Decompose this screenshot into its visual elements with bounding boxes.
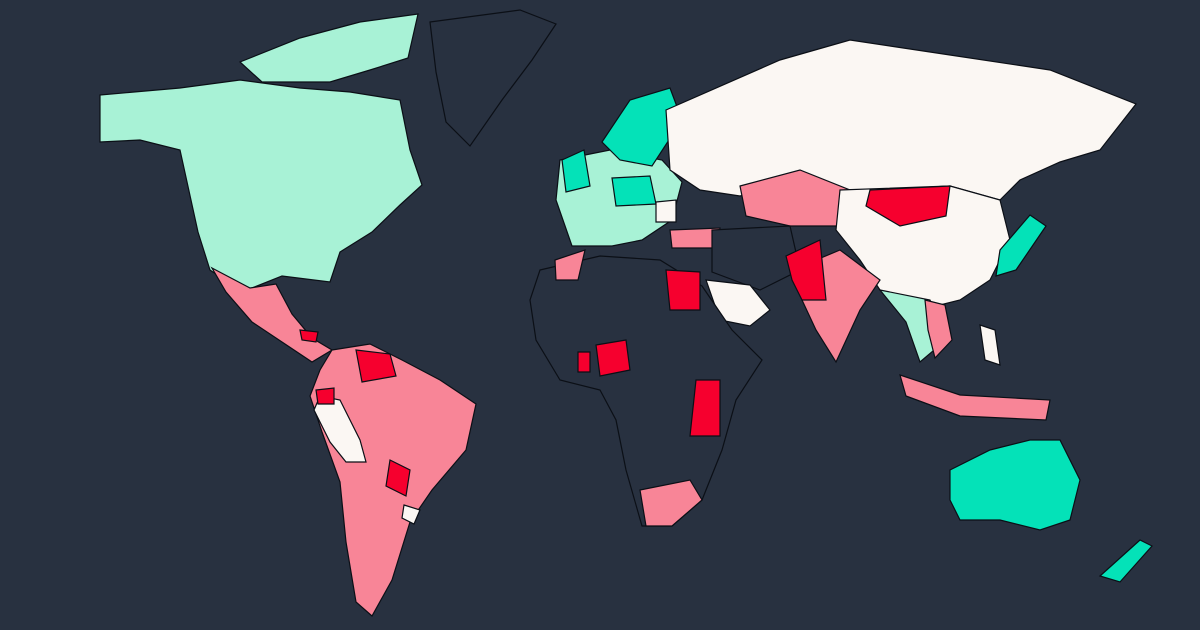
- pakistan: [785, 239, 827, 301]
- venezuela: [355, 349, 397, 383]
- arctic-islands: [238, 13, 419, 83]
- central-europe: [611, 175, 657, 207]
- eastern-europe: [655, 199, 677, 223]
- uk: [561, 149, 591, 193]
- middle-east: [711, 225, 801, 291]
- indonesia: [899, 374, 1051, 421]
- paraguay: [385, 459, 411, 497]
- peru: [313, 395, 367, 463]
- caribbean-country: [299, 329, 319, 343]
- uruguay: [401, 504, 421, 525]
- japan: [995, 214, 1047, 277]
- mongolia: [865, 185, 951, 227]
- morocco: [554, 249, 586, 281]
- egypt: [665, 269, 701, 311]
- canada-usa: [99, 79, 423, 293]
- south-africa: [639, 479, 703, 527]
- kenya-tanzania: [689, 379, 721, 437]
- greenland: [429, 9, 557, 147]
- russia: [665, 39, 1137, 201]
- ecuador: [315, 387, 335, 405]
- new-zealand: [1098, 539, 1153, 583]
- philippines: [979, 324, 1001, 366]
- vietnam: [924, 299, 953, 360]
- nigeria: [595, 339, 631, 377]
- ghana: [577, 351, 591, 373]
- australia: [949, 439, 1081, 531]
